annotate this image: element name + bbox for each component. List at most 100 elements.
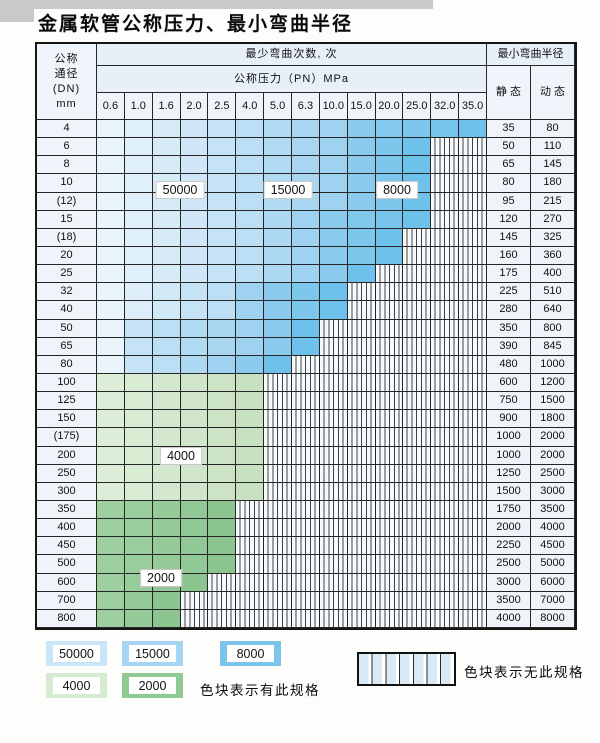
spec-cell-b50000 [97, 228, 125, 247]
no-spec-cell [459, 246, 487, 266]
no-spec-cell [403, 228, 432, 247]
spec-cell-g4000 [180, 482, 209, 501]
no-spec-cell [431, 392, 460, 411]
no-spec-cell [459, 573, 487, 592]
spec-cell-b50000 [180, 228, 209, 247]
no-spec-cell [403, 301, 432, 320]
spec-cell-b15000 [236, 210, 265, 229]
spec-cell-b15000 [264, 156, 292, 175]
no-spec-cell [431, 519, 460, 538]
spec-cell-b50000 [208, 120, 237, 139]
no-spec-cell [292, 392, 320, 411]
dn-cell: 450 [37, 537, 97, 556]
spec-table: 公称 通径 (DN) mm 最少弯曲次数, 次 最小弯曲半径 公称压力（PN）M… [35, 42, 577, 630]
spec-cell-b15000 [236, 120, 265, 139]
spec-cell-g4000 [236, 373, 265, 393]
no-spec-cell [264, 519, 292, 538]
no-spec-cell [347, 555, 376, 574]
spec-cell-g4000 [97, 482, 125, 501]
no-spec-cell [264, 464, 292, 483]
no-spec-cell [292, 537, 320, 556]
spec-cell-b50000 [208, 192, 237, 211]
spec-cell-b50000 [208, 138, 237, 157]
no-spec-cell [459, 609, 487, 628]
legend-swatch-2000: 2000 [122, 673, 183, 698]
spec-cell-b8000 [264, 355, 292, 374]
spec-cell-g4000 [152, 464, 181, 483]
no-spec-cell [459, 500, 487, 520]
spec-cell-g4000 [236, 446, 265, 465]
no-spec-cell [431, 446, 460, 465]
dynamic-radius-cell: 640 [531, 301, 575, 320]
no-spec-cell [403, 609, 432, 628]
no-spec-cell [347, 446, 376, 465]
spec-cell-b15000 [319, 174, 348, 193]
no-spec-cell [292, 519, 320, 538]
spec-cell-b15000 [208, 337, 237, 356]
no-spec-cell [347, 355, 376, 374]
no-spec-cell [459, 410, 487, 429]
spec-cell-b50000 [97, 138, 125, 157]
scan-edge-top [0, 0, 433, 9]
no-spec-cell [319, 410, 348, 429]
no-spec-cell [375, 609, 404, 628]
no-spec-cell [431, 464, 460, 483]
no-spec-cell [403, 464, 432, 483]
no-spec-cell [459, 537, 487, 556]
no-spec-cell [403, 283, 432, 302]
spec-cell-b15000 [292, 138, 320, 157]
no-spec-cell [264, 591, 292, 610]
spec-cell-g2000 [124, 519, 153, 538]
spec-cell-b15000 [264, 138, 292, 157]
spec-cell-b8000 [347, 228, 376, 247]
no-spec-cell [347, 337, 376, 356]
dynamic-radius-cell: 4000 [531, 519, 575, 538]
spec-cell-g4000 [124, 446, 153, 465]
spec-cell-b50000 [124, 246, 153, 266]
no-spec-cell [375, 337, 404, 356]
static-radius-cell: 1000 [487, 428, 531, 447]
no-spec-cell [459, 301, 487, 320]
spec-cell-b50000 [124, 210, 153, 229]
dynamic-radius-cell: 2000 [531, 446, 575, 465]
static-radius-cell: 1750 [487, 500, 531, 520]
spec-cell-b50000 [124, 301, 153, 320]
no-spec-cell [347, 301, 376, 320]
pressure-tick: 1.6 [152, 93, 181, 120]
no-spec-cell [319, 591, 348, 610]
dynamic-radius-cell: 400 [531, 265, 575, 284]
spec-cell-b50000 [124, 265, 153, 284]
no-spec-cell [347, 464, 376, 483]
no-spec-cell [375, 537, 404, 556]
static-radius-cell: 1500 [487, 482, 531, 501]
dn-cell: 500 [37, 555, 97, 574]
header-static: 静 态 [487, 66, 531, 120]
no-spec-cell [459, 591, 487, 610]
header-dynamic: 动 态 [531, 66, 575, 120]
spec-cell-g4000 [97, 446, 125, 465]
spec-cell-b15000 [180, 319, 209, 338]
spec-cell-b8000 [264, 319, 292, 338]
spec-cell-b8000 [264, 337, 292, 356]
no-spec-cell [459, 156, 487, 175]
spec-cell-b15000 [292, 210, 320, 229]
spec-cell-g2000 [152, 537, 181, 556]
pressure-tick: 10.0 [319, 93, 348, 120]
spec-cell-g2000 [124, 537, 153, 556]
dn-cell: 40 [37, 301, 97, 320]
legend-swatch-4000: 4000 [46, 673, 107, 698]
spec-cell-b50000 [208, 228, 237, 247]
no-spec-cell [347, 609, 376, 628]
no-spec-cell [431, 301, 460, 320]
spec-cell-g4000 [124, 428, 153, 447]
legend-swatch-label: 50000 [53, 645, 100, 662]
no-spec-cell [431, 500, 460, 520]
pressure-tick: 32.0 [431, 93, 460, 120]
no-spec-cell [319, 446, 348, 465]
no-spec-cell [403, 519, 432, 538]
spec-cell-b15000 [236, 319, 265, 338]
spec-cell-b50000 [180, 246, 209, 266]
spec-cell-b15000 [292, 265, 320, 284]
dn-cell: (12) [37, 192, 97, 211]
no-spec-cell [459, 174, 487, 193]
